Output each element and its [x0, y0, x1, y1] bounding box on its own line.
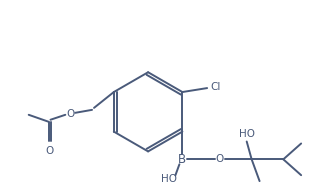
Text: O: O [216, 154, 224, 164]
Text: Cl: Cl [210, 82, 220, 92]
Text: O: O [66, 109, 74, 119]
Text: HO: HO [239, 129, 255, 139]
Text: HO: HO [161, 174, 176, 184]
Text: B: B [178, 153, 186, 166]
Text: O: O [45, 147, 54, 157]
